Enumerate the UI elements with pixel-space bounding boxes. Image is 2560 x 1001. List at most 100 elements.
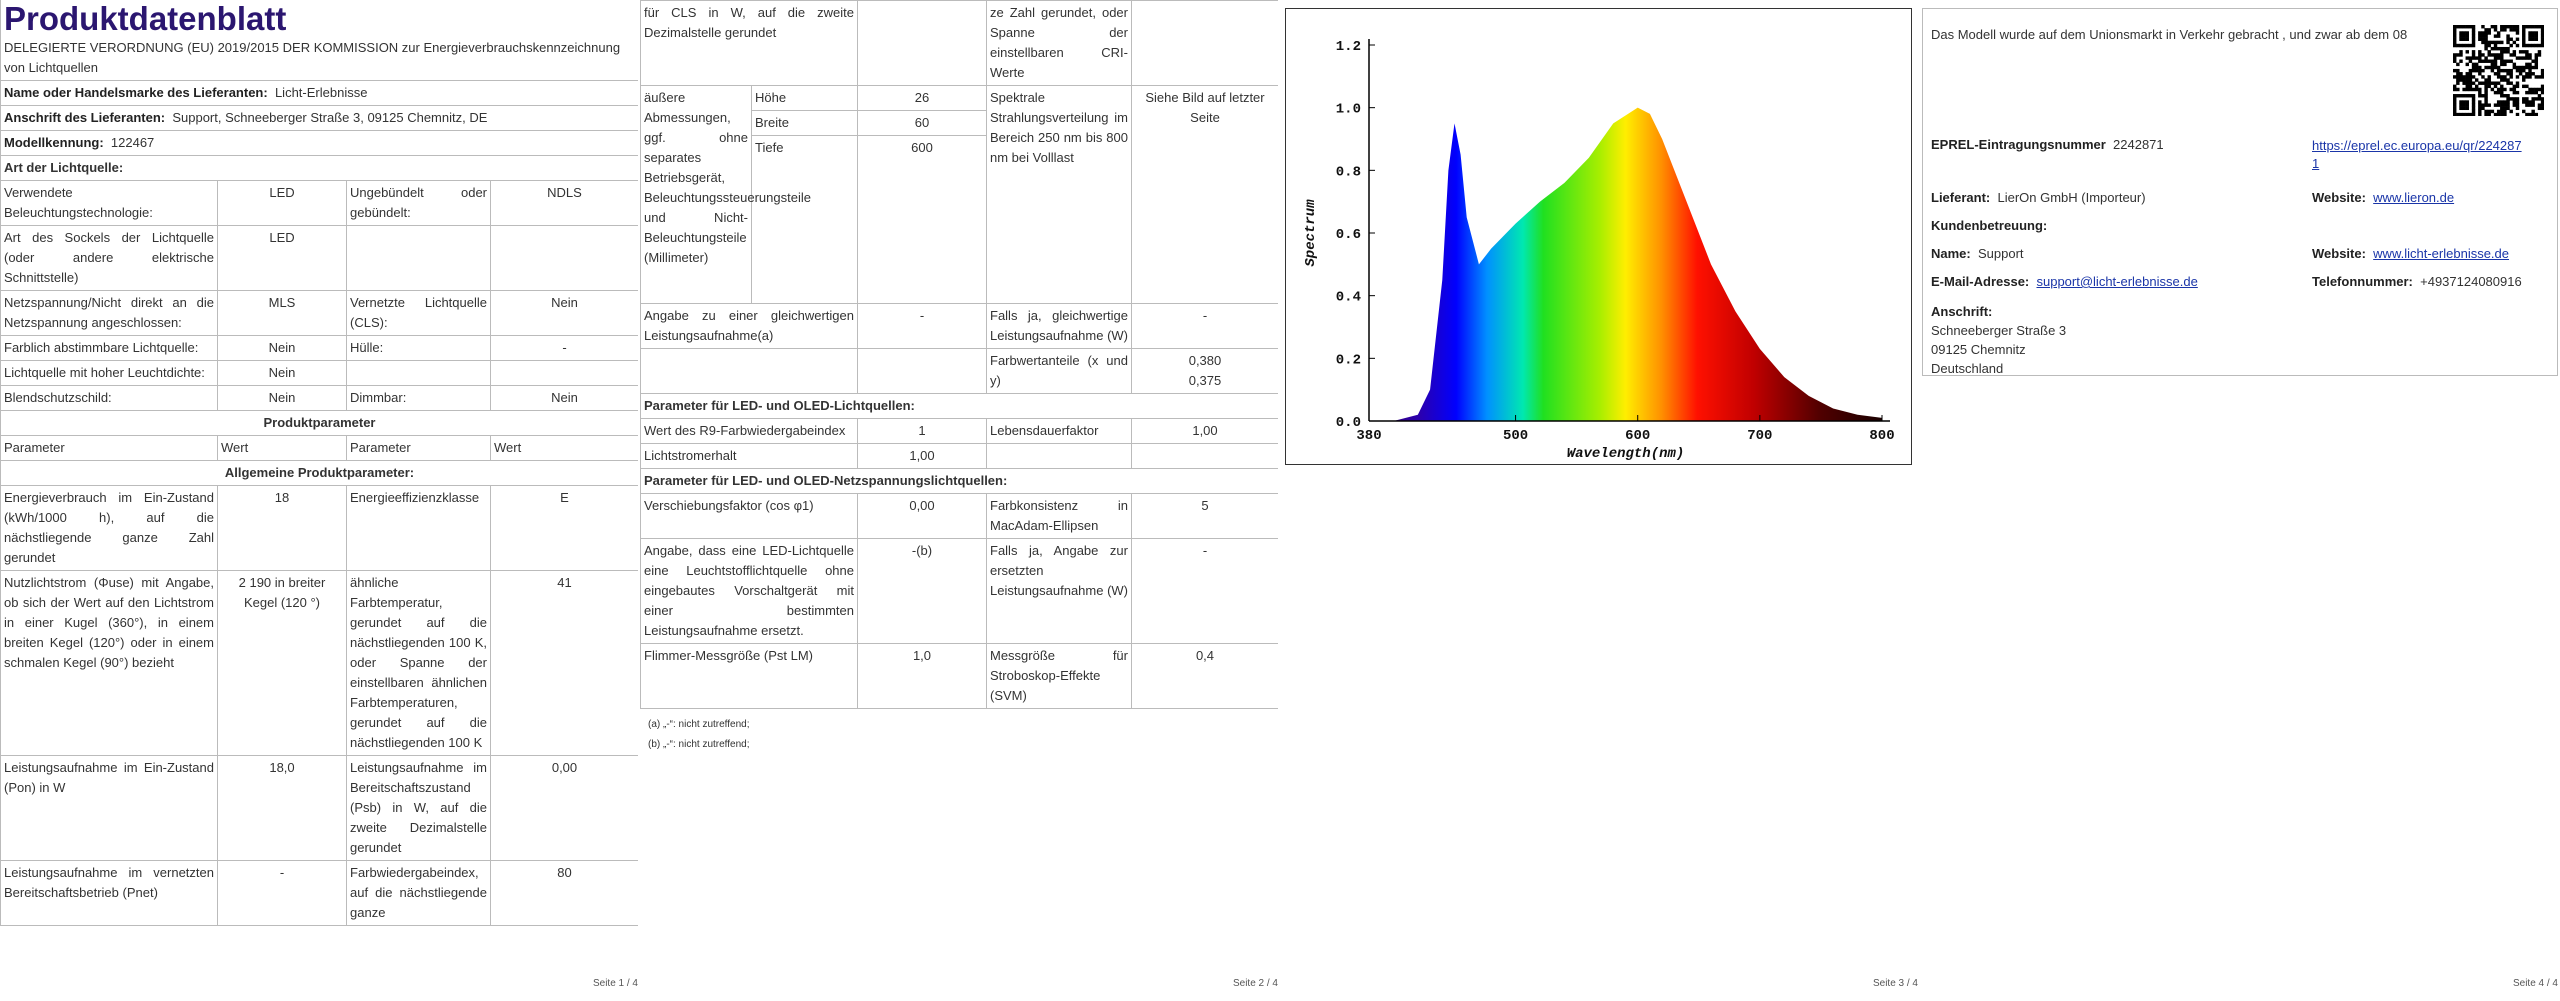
qr-module [2468,25,2473,29]
qr-module [2528,53,2532,57]
qr-module [2474,78,2479,82]
qr-module [2465,62,2469,67]
qr-module [2453,68,2457,73]
qr-module [2459,25,2463,29]
qr-module [2515,81,2520,85]
qr-module [2509,59,2513,63]
y-tick-label: 1.0 [1336,102,1361,118]
qr-module [2531,31,2535,35]
label: Modellkennung: [4,135,104,150]
table-cell: Farbwertanteile (x und y) [986,348,1132,394]
table-cell [490,360,638,386]
qr-module [2509,37,2513,41]
qr-module [2540,25,2544,29]
table-cell: ähnliche Farbtemperatur, gerundet auf di… [346,570,491,756]
table-cell: Netzspannung/Nicht direkt an die Netzspa… [0,290,218,336]
qr-module [2456,94,2460,98]
qr-module [2515,31,2520,35]
table-cell: Höhe [751,85,858,111]
qr-module [2512,84,2517,89]
qr-code [2453,25,2544,116]
qr-module [2453,109,2457,114]
email-link[interactable]: support@licht-erlebnisse.de [2036,274,2198,289]
qr-module [2462,94,2466,98]
qr-module [2496,53,2501,57]
info-row: Name: Support [1931,246,2024,261]
table-cell: 0,00 [490,755,638,861]
table-row: äußere Abmessungen, ggf. ohne separates … [640,85,1278,304]
qr-module [2503,46,2507,51]
qr-module [2512,62,2517,67]
qr-module [2506,100,2510,104]
page-number: Seite 2 / 4 [1232,978,1278,989]
qr-module [2512,97,2517,101]
qr-module [2506,103,2510,107]
qr-module [2531,103,2535,107]
qr-module [2534,31,2539,35]
x-tick-label: 800 [1869,428,1894,444]
qr-module [2474,87,2479,92]
qr-module [2540,84,2544,89]
qr-module [2509,53,2513,57]
qr-module [2496,34,2501,38]
qr-module [2512,90,2517,95]
value: Licht-Erlebnisse [274,85,368,100]
qr-module [2525,100,2529,104]
qr-module [2471,34,2476,38]
website-link[interactable]: www.licht-erlebnisse.de [2373,246,2510,261]
qr-module [2484,31,2488,35]
header-cell: Parameter [0,435,218,461]
qr-module [2459,34,2463,38]
qr-module [2453,94,2457,98]
table-row: Verwendete Beleuchtungstechnologie: LED Un… [0,180,638,226]
qr-module [2490,46,2495,51]
qr-module [2462,103,2466,107]
qr-module [2484,97,2488,101]
qr-module [2496,90,2501,95]
qr-module [2525,75,2529,79]
section-heading: Allgemeine Produktparameter: [0,460,638,486]
qr-module [2496,100,2501,104]
qr-module [2496,109,2501,114]
qr-module [2500,94,2504,98]
qr-module [2474,84,2479,89]
table-cell [640,348,858,394]
qr-module [2471,28,2476,32]
qr-module [2503,59,2507,63]
qr-module [2515,112,2520,116]
qr-module [2537,43,2542,48]
qr-module [2531,34,2535,38]
info-row: Website: www.licht-erlebnisse.de [2312,246,2509,261]
qr-module [2503,103,2507,107]
qr-module [2506,72,2510,76]
qr-module [2468,56,2473,60]
table-cell: Verwendete Beleuchtungstechnologie: [0,180,218,226]
website-link[interactable]: www.lieron.de [2373,190,2455,205]
qr-module [2522,100,2526,104]
qr-module [2500,84,2504,89]
eprel-link[interactable]: https://eprel.ec.europa.eu/qr/2242871 [2312,138,2522,171]
qr-module [2528,100,2532,104]
qr-module [2493,72,2498,76]
qr-module [2496,112,2501,116]
qr-module [2540,37,2544,41]
table-row: Produktdatenblatt DELEGIERTE VERORDNUNG (… [0,0,638,81]
qr-module [2531,97,2535,101]
page-number: Seite 3 / 4 [1872,978,1918,989]
qr-module [2525,43,2529,48]
table-cell: - [857,303,987,349]
qr-module [2465,112,2469,116]
label: Anschrift des Lieferanten: [4,110,166,125]
qr-module [2478,72,2482,76]
qr-module [2465,25,2469,29]
qr-module [2493,46,2498,51]
x-tick-label: 600 [1625,428,1650,444]
qr-module [2515,75,2520,79]
table-cell: 1 [857,418,987,444]
qr-module [2493,53,2498,57]
qr-module [2534,65,2539,70]
table-cell: äußere Abmessungen, ggf. ohne separates … [640,85,811,304]
qr-module [2528,90,2532,95]
qr-module [2471,87,2476,92]
qr-module [2481,40,2485,45]
